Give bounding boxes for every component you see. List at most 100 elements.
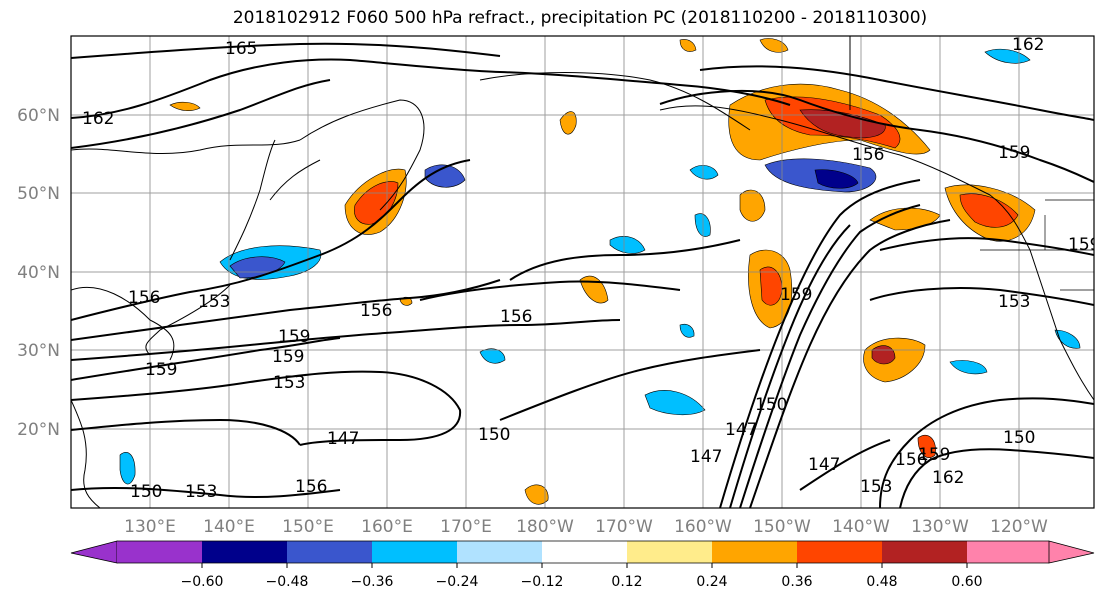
shade-blob xyxy=(759,38,789,53)
shade-blob xyxy=(524,484,549,505)
colorbar-tick-label: −0.36 xyxy=(351,574,394,590)
colorbar-tick-label: 0.24 xyxy=(696,574,727,590)
lon-label: 140°E xyxy=(203,517,255,537)
shade-blob xyxy=(644,390,706,416)
contour-label: 159 xyxy=(1068,235,1100,255)
colorbar-seg-1 xyxy=(117,541,202,563)
height-contours xyxy=(71,42,1094,508)
colorbar-tick-label: −0.48 xyxy=(266,574,309,590)
precip-shading xyxy=(119,38,1081,505)
contour-label: 162 xyxy=(932,468,964,488)
lon-label: 120°W xyxy=(990,517,1048,537)
shade-blob xyxy=(949,360,988,375)
contour-label: 159 xyxy=(780,285,812,305)
colorbar-seg-8 xyxy=(712,541,797,563)
contour-label: 162 xyxy=(1012,35,1044,55)
shade-blob xyxy=(229,256,286,279)
colorbar-extend-high xyxy=(1048,540,1095,564)
colorbar: −0.60 −0.48 −0.36 −0.24 −0.12 0.12 0.24 … xyxy=(70,540,1095,590)
contour-label: 159 xyxy=(278,327,310,347)
contour-label: 153 xyxy=(998,292,1030,312)
colorbar-seg-3 xyxy=(287,541,372,563)
colorbar-seg-7 xyxy=(627,541,712,563)
lon-label: 150°E xyxy=(282,517,334,537)
contour-label: 153 xyxy=(273,373,305,393)
map-frame xyxy=(70,35,1095,509)
contour-labels: 165 162 162 156 159 156 153 156 156 159 … xyxy=(82,35,1100,502)
lon-label: 160°W xyxy=(674,517,732,537)
colorbar-seg-10 xyxy=(882,541,967,563)
colorbar-seg-9 xyxy=(797,541,882,563)
colorbar-seg-5 xyxy=(457,541,542,563)
lon-label: 160°E xyxy=(361,517,413,537)
contour-label: 153 xyxy=(198,292,230,312)
colorbar-outline xyxy=(117,540,1049,564)
colorbar-tick-label: −0.12 xyxy=(521,574,564,590)
colorbar-seg-2 xyxy=(202,541,287,563)
contour-label: 156 xyxy=(895,450,927,470)
contour-label: 153 xyxy=(860,477,892,497)
contour-label: 150 xyxy=(478,425,510,445)
contour-label: 156 xyxy=(360,301,392,321)
shade-blob xyxy=(424,164,466,188)
contour-label: 150 xyxy=(1003,428,1035,448)
lat-label: 20°N xyxy=(17,420,60,440)
lat-label: 50°N xyxy=(17,184,60,204)
lon-label: 140°W xyxy=(832,517,890,537)
lon-label: 130°W xyxy=(911,517,969,537)
shade-blob xyxy=(871,345,896,365)
contour-label: 156 xyxy=(295,477,327,497)
gridlines xyxy=(71,36,1094,508)
colorbar-ticks xyxy=(201,563,968,568)
map-area: 165 162 162 156 159 156 153 156 156 159 … xyxy=(71,35,1100,508)
colorbar-tick-label: 0.48 xyxy=(866,574,897,590)
contour-label: 159 xyxy=(145,360,177,380)
shade-blob xyxy=(739,189,766,222)
shade-blob xyxy=(479,348,506,364)
contour-label: 165 xyxy=(225,39,257,59)
shade-blob xyxy=(959,193,1019,228)
contour-label: 150 xyxy=(755,395,787,415)
shade-blob xyxy=(679,323,695,338)
colorbar-seg-4 xyxy=(372,541,457,563)
shade-blob xyxy=(689,165,719,180)
contour-label: 159 xyxy=(918,445,950,465)
colorbar-tick-label: 0.36 xyxy=(781,574,812,590)
contour-label: 156 xyxy=(852,145,884,165)
contour-label: 153 xyxy=(185,482,217,502)
colorbar-tick-label: 0.12 xyxy=(611,574,642,590)
lon-label: 170°E xyxy=(440,517,492,537)
contour-label: 156 xyxy=(128,288,160,308)
lon-label: 150°W xyxy=(753,517,811,537)
colorbar-seg-11 xyxy=(967,541,1049,563)
lon-label: 170°W xyxy=(595,517,653,537)
colorbar-tick-label: −0.24 xyxy=(436,574,479,590)
contour-label: 147 xyxy=(690,447,722,467)
shade-blob xyxy=(917,434,936,458)
shade-blob xyxy=(679,39,697,52)
lon-label: 130°E xyxy=(124,517,176,537)
contour-label: 156 xyxy=(500,307,532,327)
lat-label: 40°N xyxy=(17,263,60,283)
contour-label: 147 xyxy=(327,429,359,449)
colorbar-tick-label: 0.60 xyxy=(951,574,982,590)
lon-label: 180°W xyxy=(516,517,574,537)
lat-label: 60°N xyxy=(17,106,60,126)
plot-title: 2018102912 F060 500 hPa refract., precip… xyxy=(232,8,928,28)
contour-label: 147 xyxy=(808,455,840,475)
contour-label: 162 xyxy=(82,109,114,129)
colorbar-extend-low xyxy=(70,540,118,564)
shade-blob xyxy=(169,101,201,111)
lat-label: 30°N xyxy=(17,341,60,361)
contour-label: 159 xyxy=(272,347,304,367)
shade-blob xyxy=(814,169,859,189)
shade-blob xyxy=(559,111,577,135)
colorbar-seg-6 xyxy=(542,541,627,563)
latitude-labels: 60°N 50°N 40°N 30°N 20°N xyxy=(17,106,60,440)
colorbar-tick-label: −0.60 xyxy=(181,574,224,590)
contour-label: 159 xyxy=(998,143,1030,163)
contour-label: 150 xyxy=(130,482,162,502)
contour-label: 147 xyxy=(725,420,757,440)
coastlines xyxy=(71,36,1094,508)
